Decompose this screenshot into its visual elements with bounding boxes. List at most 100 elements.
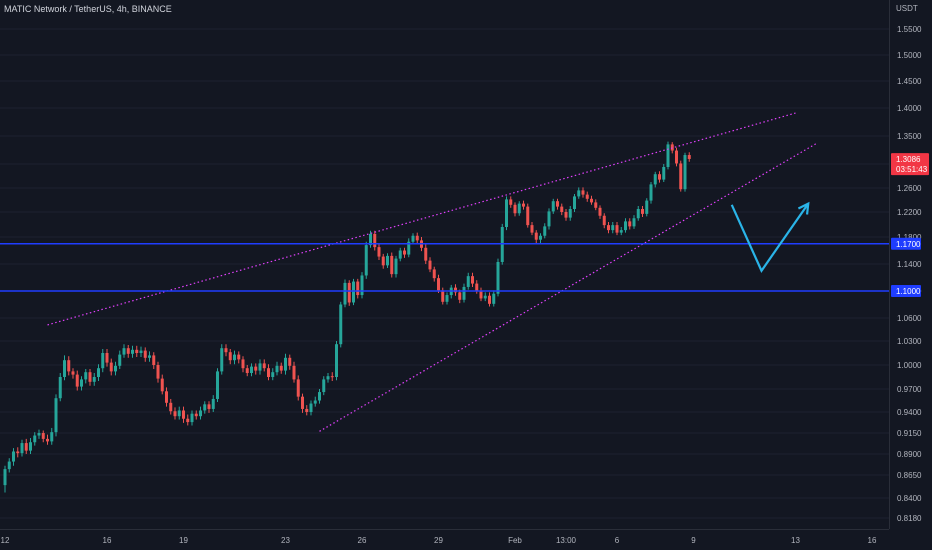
candle-body (165, 391, 168, 403)
candle (509, 196, 513, 208)
level-tag-label-1: 1.1000 (896, 287, 921, 296)
candle (479, 287, 483, 302)
candle (437, 274, 440, 294)
candle (309, 400, 313, 416)
time-axis[interactable]: 12 16 19 23 26 29 Feb 13:00 6 9 13 16 (1, 536, 877, 545)
candle-body (80, 379, 83, 387)
candle-body (135, 349, 139, 353)
time-tick-label: 9 (691, 536, 696, 545)
candle-body (679, 163, 683, 190)
candle (585, 191, 589, 202)
candle (471, 272, 474, 287)
candle-body (50, 432, 54, 442)
candle (292, 361, 296, 383)
candle-body (275, 365, 279, 373)
price-tick-label: 1.4000 (897, 104, 922, 113)
candle-body (88, 372, 92, 382)
candle (114, 361, 117, 376)
candle-body (301, 396, 304, 409)
projection-arrow[interactable] (730, 201, 810, 273)
candle (352, 278, 355, 306)
candle (3, 465, 7, 493)
candle (687, 152, 691, 162)
candle (67, 356, 71, 376)
candle (607, 222, 610, 234)
price-tick-label: 0.9700 (897, 385, 922, 394)
time-tick-label: 29 (434, 536, 443, 545)
rising-wedge-channel[interactable] (47, 112, 818, 432)
candle (590, 195, 593, 205)
candle (466, 272, 470, 290)
candle-body (288, 357, 292, 366)
candle-body (114, 365, 117, 372)
candle (577, 187, 581, 199)
candle (679, 160, 683, 192)
candle-body (258, 363, 262, 371)
candle-body (636, 209, 640, 219)
candle (526, 203, 530, 228)
candle (288, 354, 292, 370)
candle (41, 430, 45, 443)
candle (16, 447, 20, 458)
candle (522, 200, 525, 210)
candle (539, 233, 542, 244)
candle (305, 405, 309, 416)
time-tick-label: 26 (358, 536, 367, 545)
candle-body (109, 362, 113, 372)
candle (594, 199, 598, 211)
candle-body (505, 199, 508, 227)
price-tick-label: 1.5000 (897, 51, 922, 60)
candle-body (199, 410, 202, 417)
candle (662, 164, 666, 182)
candle (203, 401, 207, 414)
candle (105, 349, 109, 367)
candle (547, 208, 551, 230)
candle-body (381, 256, 385, 266)
candle (58, 373, 62, 402)
candle (615, 222, 619, 236)
candle-body (330, 376, 334, 378)
price-tick-label: 1.0300 (897, 337, 922, 346)
candle (199, 406, 202, 420)
candle (63, 355, 66, 381)
candle-body (271, 372, 275, 377)
candle (250, 363, 253, 377)
candle-body (628, 221, 632, 227)
candle (568, 206, 572, 221)
price-tick-label: 1.4500 (897, 77, 922, 86)
candle-body (598, 207, 602, 216)
candle-body (326, 376, 330, 380)
candle (658, 171, 661, 183)
candle-body (262, 363, 266, 369)
candle-body (67, 360, 71, 372)
candle (237, 351, 241, 364)
candle (126, 345, 130, 358)
arrow-head (797, 201, 810, 215)
candle-body (194, 413, 198, 417)
price-tick-label: 0.8900 (897, 450, 922, 459)
candle-body (292, 365, 296, 380)
candle (160, 374, 164, 395)
candle (279, 362, 283, 374)
candle (139, 346, 143, 357)
candle (598, 205, 602, 219)
candle-body (126, 348, 130, 354)
candle (530, 222, 534, 236)
candle-body (407, 241, 411, 255)
candle (653, 171, 657, 188)
candle-body (517, 203, 521, 214)
candle (560, 203, 564, 216)
horizontal-levels[interactable] (0, 242, 889, 292)
candle-body (577, 190, 581, 197)
candle (109, 358, 113, 376)
candle (666, 141, 670, 170)
candle (173, 407, 177, 420)
price-axis[interactable]: USDT 1.55001.50001.45001.40001.35001.300… (896, 4, 922, 523)
candle-body (29, 442, 32, 451)
candle (33, 432, 37, 446)
candle (262, 359, 266, 372)
candle (641, 206, 644, 217)
candle-body (169, 402, 173, 412)
candle (301, 393, 304, 413)
